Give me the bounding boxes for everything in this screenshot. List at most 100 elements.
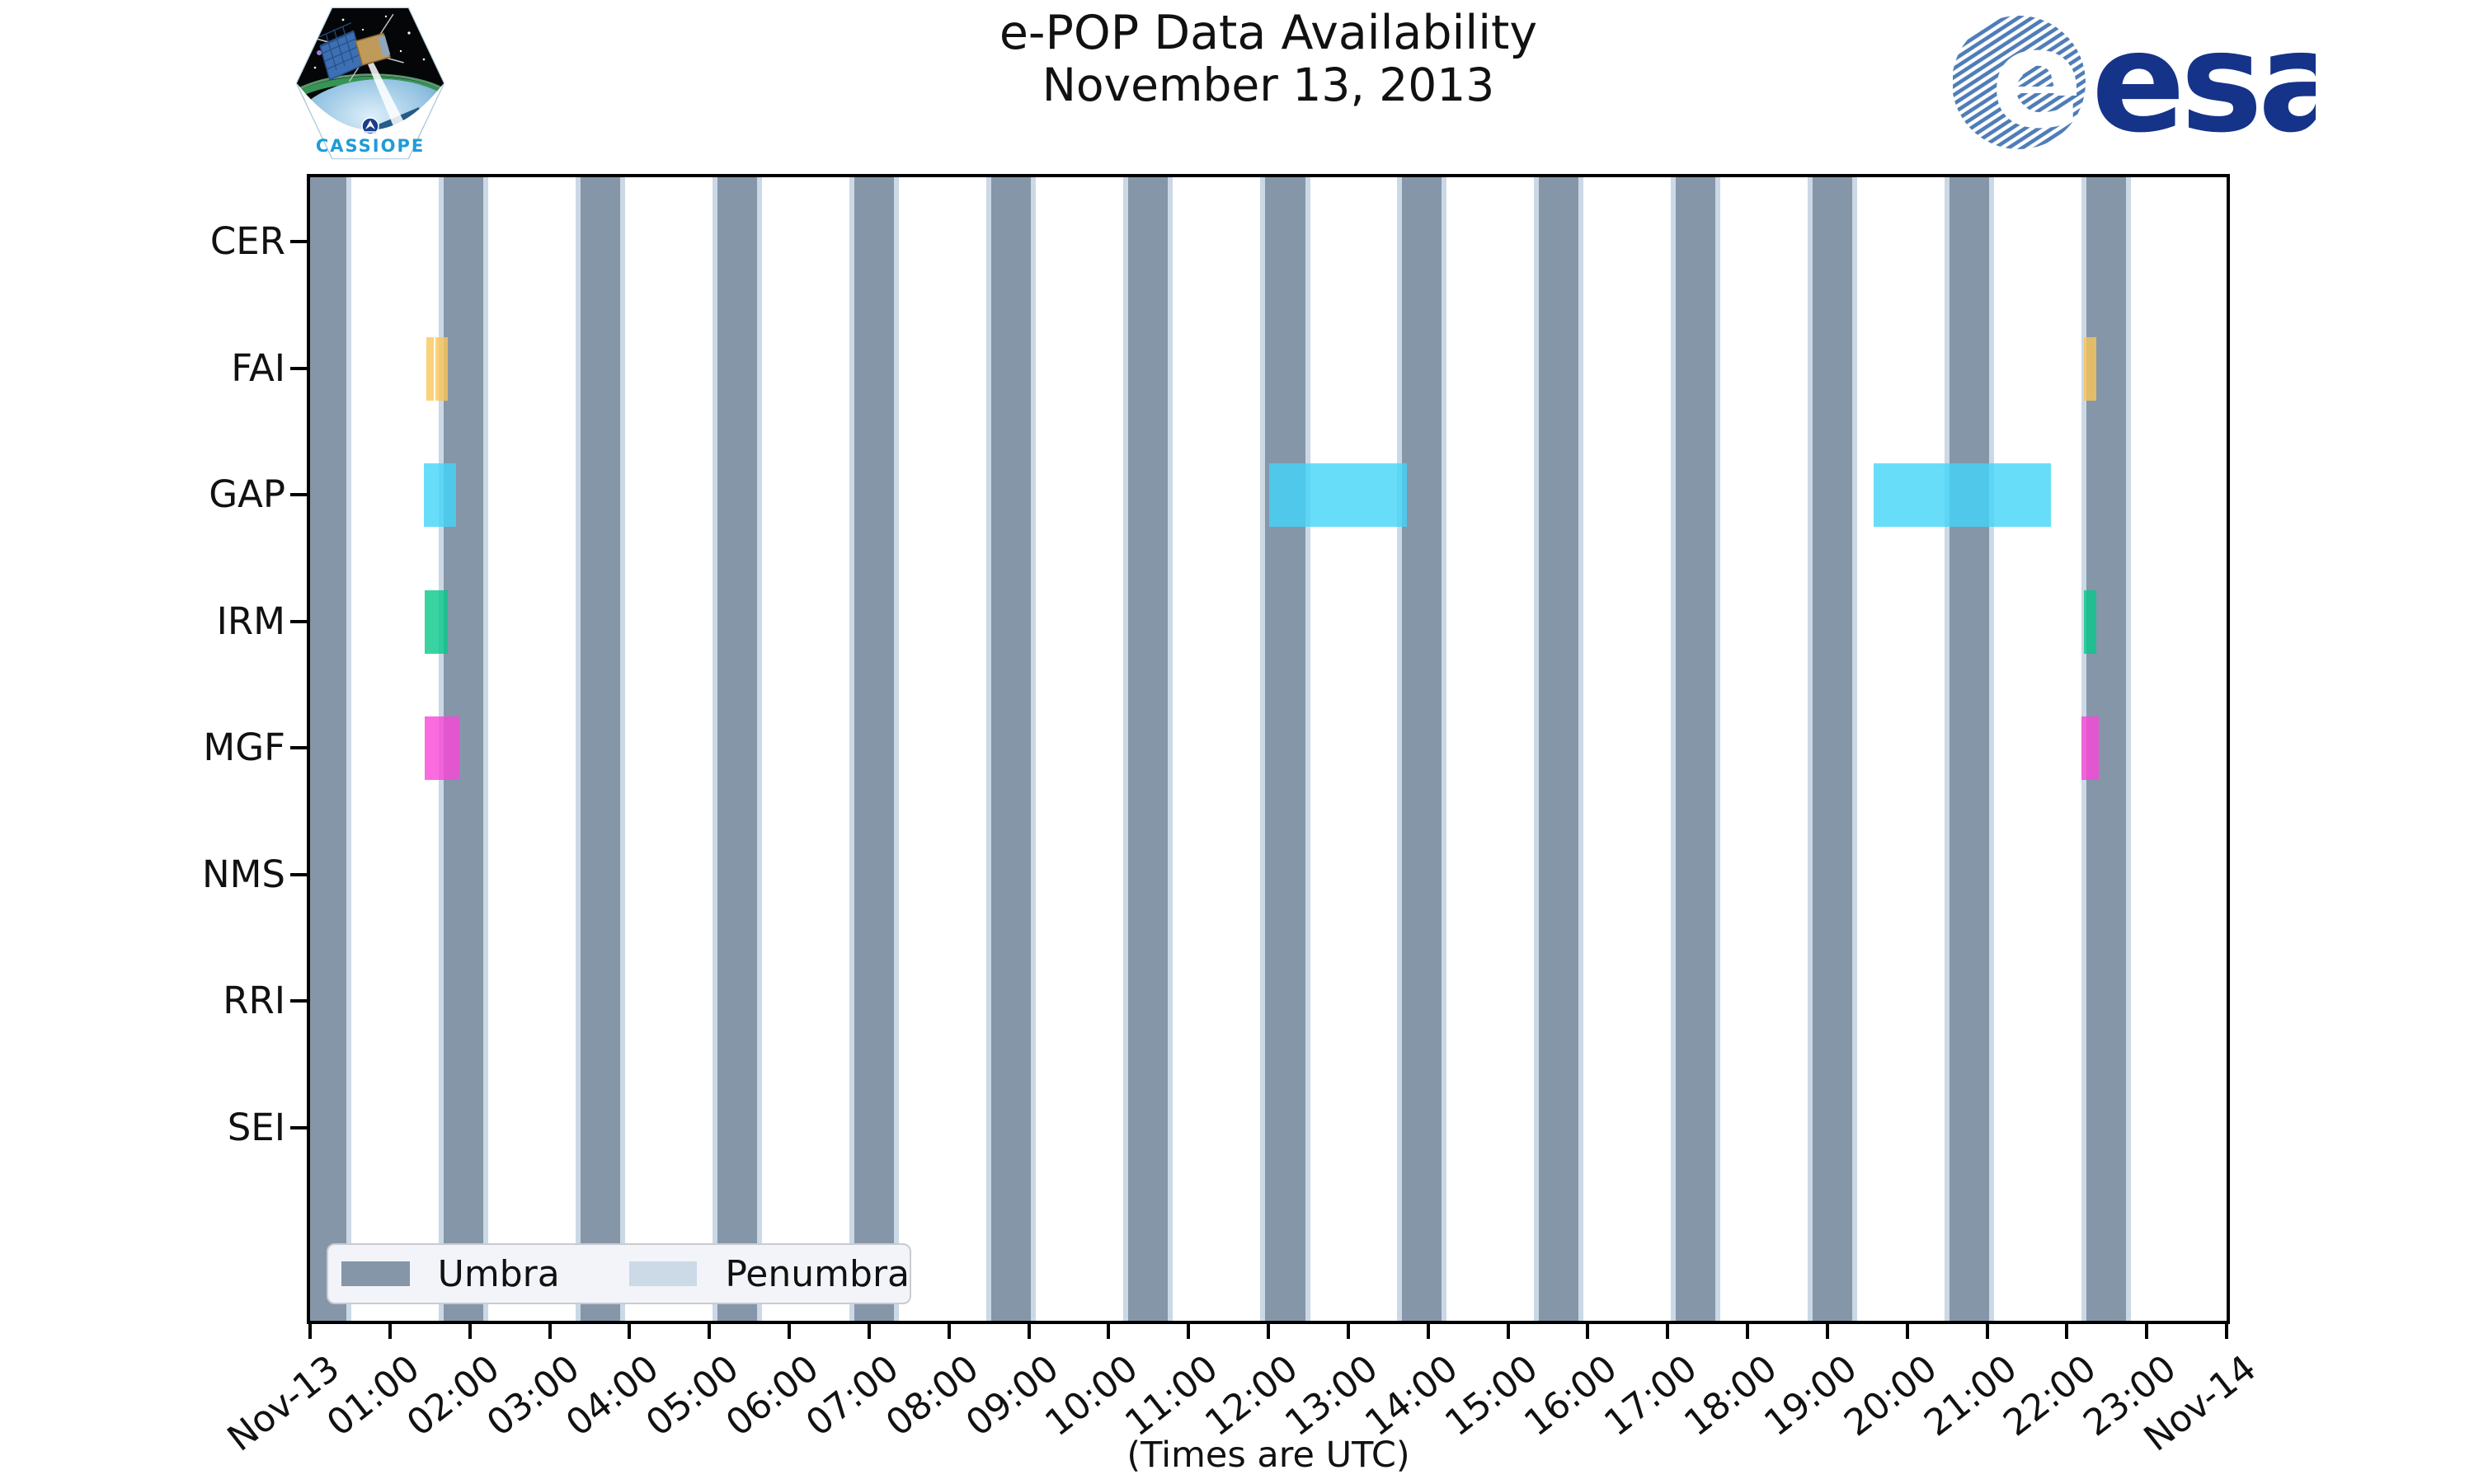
availability-bar-irm-1 (2083, 589, 2097, 654)
x-tick-label-0200: 02:00 (398, 1347, 508, 1445)
x-tick-21 (1985, 1321, 1989, 1339)
penumbra-band-5 (1031, 177, 1037, 1321)
umbra-band-11 (1813, 177, 1852, 1321)
x-tick-label-0100: 01:00 (318, 1347, 428, 1445)
umbra-band-3 (717, 177, 758, 1321)
penumbra-band-1 (483, 177, 489, 1321)
x-tick-11 (1187, 1321, 1191, 1339)
csa-roundel (361, 117, 379, 135)
availability-bar-fai-1 (435, 336, 448, 401)
availability-bar-gap-0 (424, 463, 457, 527)
penumbra-band-11 (1851, 177, 1857, 1321)
penumbra-band-3 (712, 177, 717, 1321)
legend-swatch-umbra (341, 1261, 410, 1286)
umbra-band-8 (1401, 177, 1442, 1321)
x-tick-label-1100: 11:00 (1117, 1347, 1226, 1445)
x-tick-label-0700: 07:00 (797, 1347, 907, 1445)
umbra-band-12 (1949, 177, 1990, 1321)
x-tick-label-0300: 03:00 (478, 1347, 587, 1445)
penumbra-band-2 (619, 177, 625, 1321)
x-tick-12 (1267, 1321, 1270, 1339)
x-tick-1 (388, 1321, 392, 1339)
y-tick-rri (290, 999, 308, 1003)
penumbra-band-3 (757, 177, 763, 1321)
x-tick-18 (1746, 1321, 1749, 1339)
patch-satellite (308, 13, 404, 82)
availability-bar-irm-0 (425, 589, 448, 654)
legend-label-umbra: Umbra (437, 1252, 560, 1295)
y-tick-sei (290, 1126, 308, 1129)
x-tick-6 (788, 1321, 791, 1339)
x-tick-20 (1905, 1321, 1909, 1339)
y-tick-irm (290, 620, 308, 623)
y-tick-gap (290, 493, 308, 496)
x-tick-label-0600: 06:00 (718, 1347, 827, 1445)
cassiope-patch-label: CASSIOPE (316, 136, 425, 156)
x-tick-2 (468, 1321, 472, 1339)
umbra-band-6 (1127, 177, 1168, 1321)
y-tick-label-nms: NMS (201, 852, 285, 896)
x-tick-label-2000: 20:00 (1836, 1347, 1945, 1445)
x-tick-13 (1346, 1321, 1350, 1339)
penumbra-band-7 (1305, 177, 1310, 1321)
esa-wordmark: esa (2091, 5, 2316, 162)
legend-box: Umbra Penumbra (327, 1243, 911, 1304)
x-tick-5 (708, 1321, 712, 1339)
y-tick-label-mgf: MGF (203, 726, 285, 769)
x-tick-22 (2065, 1321, 2069, 1339)
penumbra-band-13 (2125, 177, 2131, 1321)
penumbra-band-8 (1396, 177, 1402, 1321)
x-tick-label-1000: 10:00 (1037, 1347, 1146, 1445)
cassiope-mission-patch: CASSIOPE (295, 7, 445, 160)
penumbra-band-4 (849, 177, 855, 1321)
y-tick-nms (290, 873, 308, 876)
x-tick-label-1700: 17:00 (1597, 1347, 1705, 1445)
x-tick-19 (1825, 1321, 1829, 1339)
x-tick-4 (628, 1321, 632, 1339)
esa-logo: e esa (1953, 5, 2316, 162)
x-tick-label-1500: 15:00 (1437, 1347, 1545, 1445)
legend-label-penumbra: Penumbra (725, 1252, 910, 1295)
penumbra-band-10 (1715, 177, 1721, 1321)
y-tick-label-gap: GAP (209, 472, 285, 516)
patch-radar-beam (368, 63, 404, 126)
x-tick-label-1800: 18:00 (1677, 1347, 1785, 1445)
x-tick-3 (548, 1321, 552, 1339)
penumbra-band-10 (1670, 177, 1676, 1321)
penumbra-band-6 (1122, 177, 1128, 1321)
x-tick-9 (1027, 1321, 1031, 1339)
umbra-band-4 (854, 177, 894, 1321)
x-tick-17 (1666, 1321, 1670, 1339)
x-tick-10 (1107, 1321, 1111, 1339)
penumbra-band-9 (1534, 177, 1540, 1321)
availability-bar-mgf-0 (425, 716, 460, 780)
y-tick-label-irm: IRM (216, 599, 285, 643)
x-tick-7 (867, 1321, 871, 1339)
x-axis-caption: (Times are UTC) (1126, 1435, 1410, 1476)
x-tick-label-0800: 08:00 (877, 1347, 987, 1445)
umbra-band-10 (1675, 177, 1716, 1321)
y-tick-fai (290, 367, 308, 370)
penumbra-band-11 (1808, 177, 1813, 1321)
x-tick-label-1200: 12:00 (1197, 1347, 1306, 1445)
patch-white-swoosh (297, 83, 444, 158)
penumbra-band-0 (346, 177, 351, 1321)
x-tick-label-0900: 09:00 (957, 1347, 1066, 1445)
x-tick-14 (1426, 1321, 1430, 1339)
y-tick-cer (290, 240, 308, 243)
x-tick-label-2100: 21:00 (1916, 1347, 2025, 1445)
penumbra-band-5 (985, 177, 991, 1321)
chart-subtitle-date: November 13, 2013 (1042, 59, 1495, 111)
penumbra-band-8 (1442, 177, 1447, 1321)
x-tick-0 (308, 1321, 312, 1339)
availability-bar-fai-0 (426, 336, 435, 401)
availability-bar-gap-2 (1873, 463, 2051, 527)
umbra-band-9 (1539, 177, 1578, 1321)
penumbra-band-7 (1260, 177, 1266, 1321)
plot-area: Umbra Penumbra (307, 174, 2230, 1324)
x-tick-label-1400: 14:00 (1357, 1347, 1466, 1445)
x-tick-label-0500: 05:00 (638, 1347, 747, 1445)
availability-bar-mgf-1 (2081, 716, 2100, 780)
x-tick-8 (947, 1321, 951, 1339)
